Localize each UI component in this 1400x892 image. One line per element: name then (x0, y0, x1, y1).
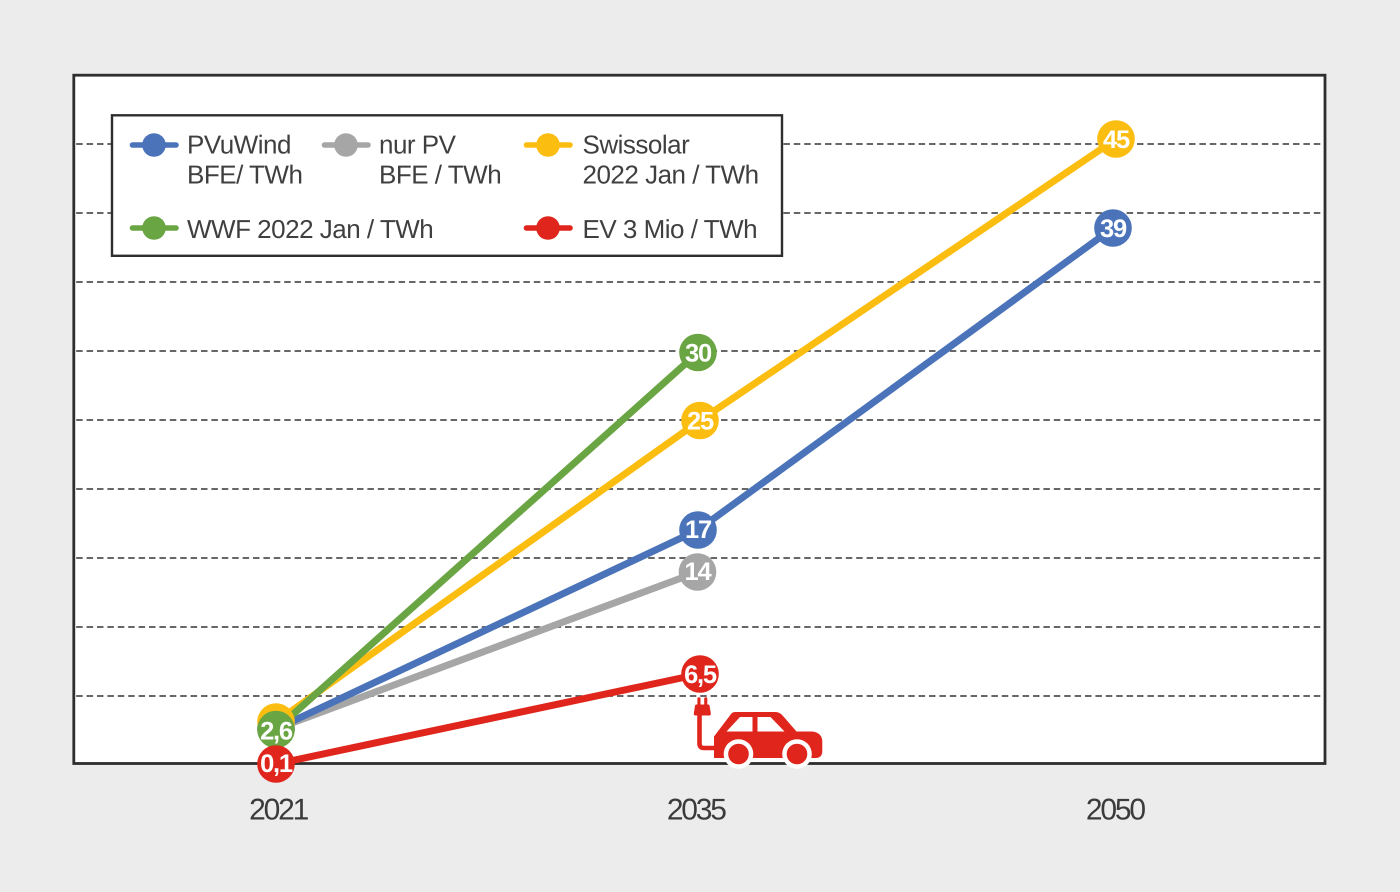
svg-text:6,5: 6,5 (684, 661, 717, 689)
svg-text:EV 3 Mio / TWh: EV 3 Mio / TWh (583, 214, 758, 244)
svg-text:45: 45 (1103, 126, 1130, 154)
svg-text:30: 30 (685, 339, 712, 367)
svg-text:2050: 2050 (1086, 794, 1145, 827)
svg-text:PVuWind: PVuWind (187, 130, 291, 160)
svg-text:2035: 2035 (667, 794, 726, 827)
svg-text:25: 25 (687, 407, 714, 435)
svg-text:17: 17 (685, 516, 712, 544)
svg-text:2,6: 2,6 (260, 718, 293, 746)
svg-text:BFE / TWh: BFE / TWh (379, 160, 501, 190)
svg-text:Swissolar: Swissolar (583, 130, 691, 160)
svg-text:0,1: 0,1 (260, 750, 293, 778)
svg-text:WWF 2022 Jan / TWh: WWF 2022 Jan / TWh (187, 214, 433, 244)
svg-text:2021: 2021 (249, 794, 308, 827)
svg-text:2022 Jan / TWh: 2022 Jan / TWh (583, 160, 759, 190)
svg-text:14: 14 (685, 558, 713, 586)
svg-text:BFE/ TWh: BFE/ TWh (187, 160, 302, 190)
svg-text:39: 39 (1100, 215, 1127, 243)
svg-text:nur PV: nur PV (379, 130, 457, 160)
